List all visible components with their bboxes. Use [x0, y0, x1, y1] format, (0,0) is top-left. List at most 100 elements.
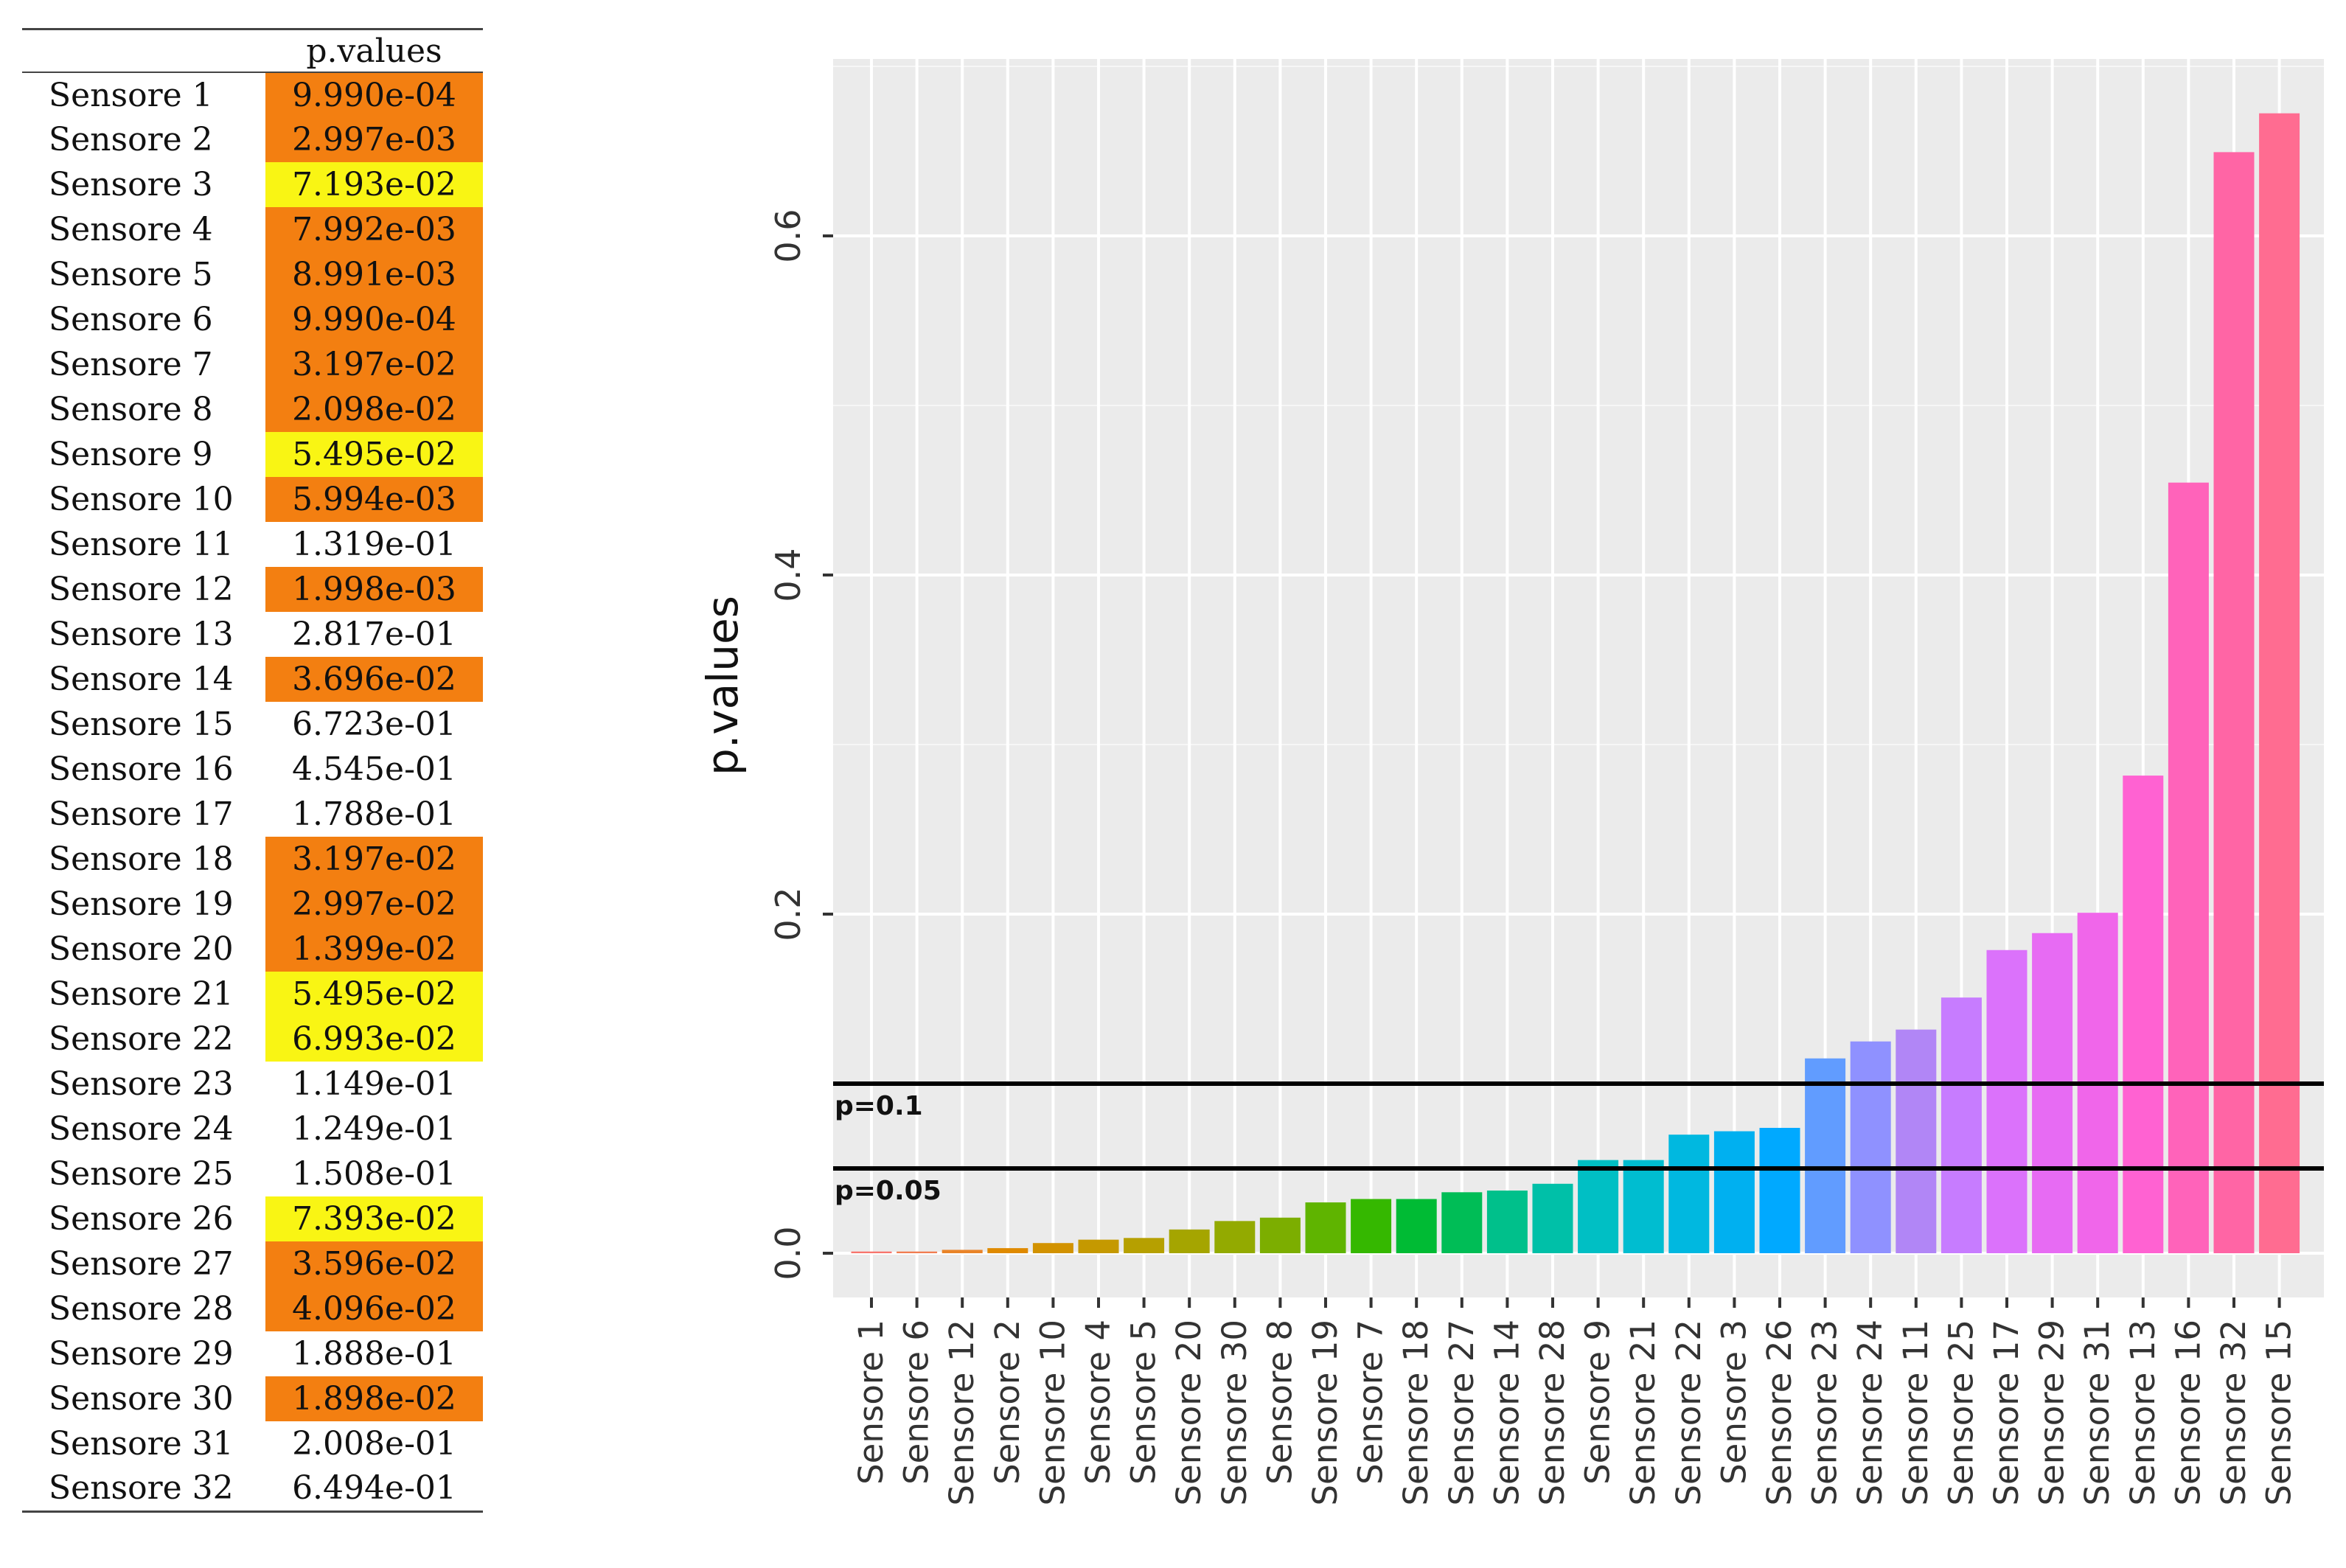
- pvalue-cell: 2.008e-01: [292, 1425, 456, 1463]
- table-row: Sensore 5 8.991e-03: [22, 252, 483, 297]
- x-tick-label: Sensore 1: [852, 1320, 891, 1485]
- table-row: Sensore 23 1.149e-01: [22, 1062, 483, 1107]
- table-row: Sensore 15 6.723e-01: [22, 702, 483, 747]
- x-tick-label: Sensore 26: [1760, 1320, 1799, 1506]
- sensor-label: Sensore 31: [49, 1425, 234, 1463]
- x-axis: Sensore 1 Sensore 6 Sensore 12 Sensore 2 Sen…: [852, 1297, 2299, 1506]
- bar: [1305, 1202, 1346, 1253]
- table-row: Sensore 18 3.197e-02: [22, 837, 483, 882]
- bar: [1896, 1029, 1937, 1253]
- x-tick-label: Sensore 24: [1851, 1320, 1890, 1506]
- table-row: Sensore 6 9.990e-04: [22, 297, 483, 342]
- pvalue-cell: 5.495e-02: [265, 972, 483, 1017]
- bar: [2123, 776, 2164, 1253]
- sensor-label: Sensore 21: [49, 975, 234, 1013]
- bar: [1759, 1127, 1800, 1253]
- x-tick-label: Sensore 28: [1533, 1320, 1572, 1506]
- pvalue-cell: 2.997e-03: [265, 117, 483, 162]
- table-row: Sensore 19 2.997e-02: [22, 882, 483, 927]
- x-tick-label: Sensore 27: [1442, 1320, 1481, 1506]
- x-tick-label: Sensore 19: [1306, 1320, 1345, 1506]
- x-tick-label: Sensore 4: [1079, 1320, 1118, 1485]
- bar: [941, 1250, 983, 1253]
- pvalue-cell: 3.197e-02: [265, 837, 483, 882]
- pvalue-cell: 7.393e-02: [265, 1196, 483, 1241]
- sensor-label: Sensore 18: [49, 840, 234, 878]
- x-tick-label: Sensore 5: [1124, 1320, 1163, 1485]
- sensor-label: Sensore 1: [49, 76, 213, 114]
- bar: [2259, 113, 2300, 1254]
- pvalue-cell: 2.817e-01: [292, 616, 456, 653]
- table-row: Sensore 30 1.898e-02: [22, 1376, 483, 1421]
- bar: [1532, 1183, 1573, 1253]
- x-tick-label: Sensore 23: [1806, 1320, 1845, 1506]
- pvalue-cell: 1.888e-01: [292, 1335, 456, 1373]
- y-tick-label: 0.4: [768, 548, 808, 602]
- pvalue-cell: 2.098e-02: [265, 387, 483, 432]
- table-row: Sensore 29 1.888e-01: [22, 1331, 483, 1376]
- x-tick-label: Sensore 22: [1669, 1320, 1708, 1506]
- bar: [1850, 1041, 1891, 1253]
- header-label: [22, 28, 265, 73]
- pvalue-bar-chart: p=0.1p=0.05 0.00.20.40.6 Sensore 1 Sensor…: [697, 59, 2324, 1506]
- x-tick-label: Sensore 31: [2078, 1320, 2117, 1506]
- x-tick-label: Sensore 25: [1941, 1320, 1980, 1506]
- x-tick-label: Sensore 3: [1714, 1320, 1753, 1485]
- pvalue-table: p.values Sensore 1 9.990e-04 Sensore 2 2.99…: [22, 28, 483, 1513]
- header-pvalues: p.values: [265, 28, 483, 73]
- sensor-label: Sensore 22: [49, 1020, 234, 1058]
- pvalue-cell: 8.991e-03: [265, 252, 483, 297]
- bar: [1396, 1199, 1437, 1253]
- x-tick-label: Sensore 16: [2168, 1320, 2207, 1506]
- table-row: Sensore 26 7.393e-02: [22, 1196, 483, 1241]
- x-tick-label: Sensore 15: [2260, 1320, 2299, 1506]
- y-tick-label: 0.6: [768, 209, 808, 262]
- pvalue-cell: 9.990e-04: [265, 72, 483, 117]
- pvalue-cell: 3.696e-02: [265, 657, 483, 702]
- sensor-label: Sensore 15: [49, 705, 234, 743]
- x-tick-label: Sensore 13: [2123, 1320, 2162, 1506]
- table-row: Sensore 8 2.098e-02: [22, 387, 483, 432]
- y-axis: 0.0 0.2 0.4 0.6: [768, 209, 833, 1280]
- table-row: Sensore 16 4.545e-01: [22, 747, 483, 792]
- table-row: Sensore 31 2.008e-01: [22, 1421, 483, 1466]
- x-tick-label: Sensore 29: [2033, 1320, 2072, 1506]
- pvalue-cell: 6.993e-02: [265, 1017, 483, 1062]
- bar: [1668, 1135, 1710, 1253]
- x-tick-label: Sensore 7: [1351, 1320, 1390, 1485]
- x-tick-label: Sensore 6: [897, 1320, 936, 1485]
- pvalue-cell: 2.997e-02: [265, 882, 483, 927]
- bar: [2213, 152, 2255, 1253]
- x-tick-label: Sensore 9: [1578, 1320, 1618, 1485]
- table-row: Sensore 14 3.696e-02: [22, 657, 483, 702]
- bar: [1713, 1131, 1755, 1253]
- x-tick-label: Sensore 2: [988, 1320, 1027, 1485]
- bar: [1124, 1238, 1165, 1253]
- table-row: Sensore 24 1.249e-01: [22, 1107, 483, 1151]
- x-tick-label: Sensore 8: [1260, 1320, 1299, 1485]
- x-tick-label: Sensore 17: [1987, 1320, 2026, 1506]
- sensor-label: Sensore 8: [49, 391, 213, 428]
- sensor-label: Sensore 29: [49, 1335, 234, 1373]
- pvalue-cell: 1.399e-02: [265, 927, 483, 972]
- bar: [1214, 1221, 1256, 1253]
- pvalue-cell: 1.998e-03: [265, 567, 483, 612]
- pvalue-cell: 6.494e-01: [265, 1466, 483, 1513]
- bar: [1623, 1160, 1664, 1253]
- pvalue-cell: 1.898e-02: [265, 1376, 483, 1421]
- table-row: Sensore 21 5.495e-02: [22, 972, 483, 1017]
- y-tick-label: 0.0: [768, 1226, 808, 1280]
- pvalue-cell: 1.788e-01: [292, 795, 456, 833]
- pvalue-cell: 5.994e-03: [265, 477, 483, 522]
- sensor-label: Sensore 19: [49, 885, 234, 923]
- pvalue-cell: 1.319e-01: [292, 526, 456, 563]
- sensor-label: Sensore 23: [49, 1065, 234, 1103]
- sensor-label: Sensore 20: [49, 930, 234, 968]
- sensor-label: Sensore 11: [49, 526, 234, 563]
- sensor-label: Sensore 6: [49, 301, 213, 338]
- bar: [1078, 1239, 1119, 1253]
- pvalue-cell: 4.096e-02: [265, 1286, 483, 1331]
- bar: [1578, 1160, 1619, 1253]
- x-tick-label: Sensore 18: [1396, 1320, 1435, 1506]
- bar: [1441, 1192, 1483, 1253]
